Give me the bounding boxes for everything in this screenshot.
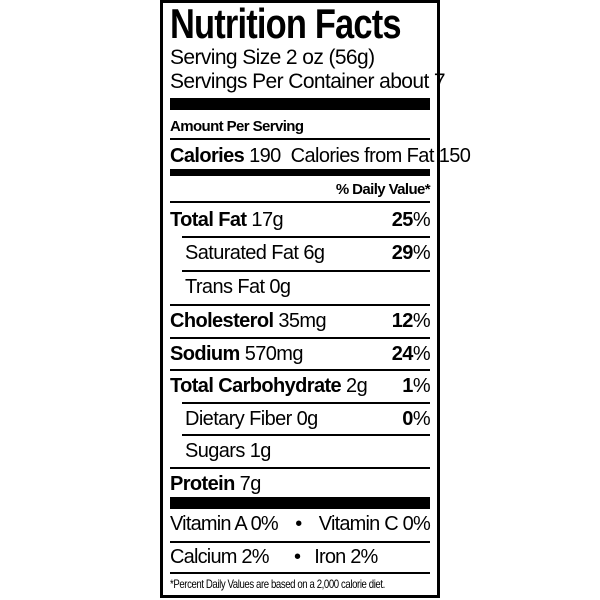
nutrient-name-amount: Total Carbohydrate 2g [170, 370, 368, 402]
nutrient-row: Sodium 570mg 24% [170, 338, 431, 370]
percent-unit: % [412, 375, 431, 397]
percent-unit: % [412, 242, 431, 264]
divider [170, 201, 430, 203]
nutrient-name: Sodium [170, 343, 240, 365]
vitamin-row: Vitamin A 0% • Vitamin C 0% [170, 510, 431, 538]
nutrient-percent: 12% [391, 305, 431, 337]
divider [182, 402, 430, 404]
nutrient-amount: 0g [269, 276, 291, 298]
nutrient-amount: 0g [296, 408, 319, 430]
nutrient-percent: 1% [402, 370, 430, 402]
divider [182, 270, 430, 272]
daily-value-header: % Daily Value* [335, 181, 431, 198]
vitamin-left: Vitamin A 0% [170, 513, 279, 535]
percent-unit: % [412, 209, 431, 231]
label-title: Nutrition Facts [170, 0, 402, 47]
divider [170, 467, 430, 469]
percent-value: 29 [391, 242, 414, 264]
mineral-right: Iron 2% [314, 546, 378, 568]
mineral-left: Calcium 2% [170, 546, 270, 568]
amount-per-serving: Amount Per Serving [170, 118, 304, 135]
nutrient-amount: 1g [249, 440, 272, 462]
calories-label: Calories [170, 145, 245, 167]
nutrient-percent: 25% [391, 204, 431, 236]
bullet: • [295, 513, 302, 535]
nutrient-percent: 29% [391, 237, 431, 269]
divider [170, 541, 430, 543]
divider [170, 369, 430, 371]
nutrient-name: Protein [170, 473, 235, 495]
nutrient-name: Total Fat [170, 209, 247, 231]
nutrient-row: Dietary Fiber 0g 0% [185, 403, 431, 435]
thick-divider [170, 497, 430, 509]
divider [170, 337, 430, 339]
vitamin-right: Vitamin C 0% [318, 513, 431, 535]
nutrition-facts-label: Nutrition Facts Serving Size 2 oz (56g) … [160, 0, 471, 598]
nutrient-name-amount: Protein 7g [170, 468, 261, 500]
thick-divider [170, 98, 430, 110]
footnote: *Percent Daily Values are based on a 2,0… [170, 577, 385, 591]
nutrient-amount: 6g [303, 242, 325, 264]
nutrient-percent: 0% [402, 403, 430, 435]
calories-row: Calories 190 Calories from Fat 150 [170, 143, 471, 169]
nutrient-name-amount: Cholesterol 35mg [170, 305, 327, 337]
nutrient-name: Trans Fat [185, 276, 265, 298]
calories-from-fat: Calories from Fat 150 [290, 145, 471, 167]
nutrient-row: Protein 7g [170, 468, 430, 500]
nutrient-name-amount: Saturated Fat 6g [185, 237, 325, 269]
nutrient-row: Sugars 1g [185, 435, 430, 467]
percent-value: 25 [391, 209, 414, 231]
nutrient-name-amount: Sodium 570mg [170, 338, 303, 370]
nutrient-name: Sugars [185, 440, 245, 462]
divider [182, 236, 430, 238]
nutrient-amount: 35mg [278, 310, 327, 332]
divider [170, 304, 430, 306]
nutrient-name: Total Carbohydrate [170, 375, 342, 397]
nutrient-row: Cholesterol 35mg 12% [170, 305, 431, 337]
nutrient-name-amount: Dietary Fiber 0g [185, 403, 318, 435]
nutrient-row: Saturated Fat 6g 29% [185, 237, 431, 269]
percent-value: 24 [391, 343, 414, 365]
nutrient-name-amount: Total Fat 17g [170, 204, 284, 236]
divider [170, 138, 430, 140]
nutrient-amount: 570mg [244, 343, 304, 365]
percent-value: 1 [402, 375, 413, 397]
bullet: • [294, 546, 301, 568]
percent-value: 0 [402, 408, 413, 430]
nutrient-name: Saturated Fat [185, 242, 299, 264]
nutrient-row: Total Carbohydrate 2g 1% [170, 370, 431, 402]
nutrient-percent: 24% [391, 338, 431, 370]
mineral-row: Calcium 2% • Iron 2% [170, 543, 430, 571]
percent-unit: % [412, 343, 431, 365]
divider [170, 572, 430, 574]
calories-value: 190 [249, 145, 281, 167]
nutrient-name-amount: Trans Fat 0g [185, 271, 291, 303]
nutrient-name: Cholesterol [170, 310, 274, 332]
nutrient-name: Dietary Fiber [185, 408, 292, 430]
divider [182, 434, 430, 436]
medium-divider [170, 169, 430, 176]
serving-size: Serving Size 2 oz (56g) [170, 46, 375, 69]
nutrient-row: Trans Fat 0g [185, 271, 430, 303]
nutrient-row: Total Fat 17g 25% [170, 204, 431, 236]
nutrient-name-amount: Sugars 1g [185, 435, 271, 467]
percent-unit: % [412, 408, 431, 430]
servings-per-container: Servings Per Container about 7 [170, 70, 446, 93]
percent-unit: % [412, 310, 431, 332]
nutrient-amount: 2g [346, 375, 368, 397]
percent-value: 12 [391, 310, 414, 332]
nutrient-amount: 7g [239, 473, 262, 495]
nutrient-amount: 17g [251, 209, 283, 231]
